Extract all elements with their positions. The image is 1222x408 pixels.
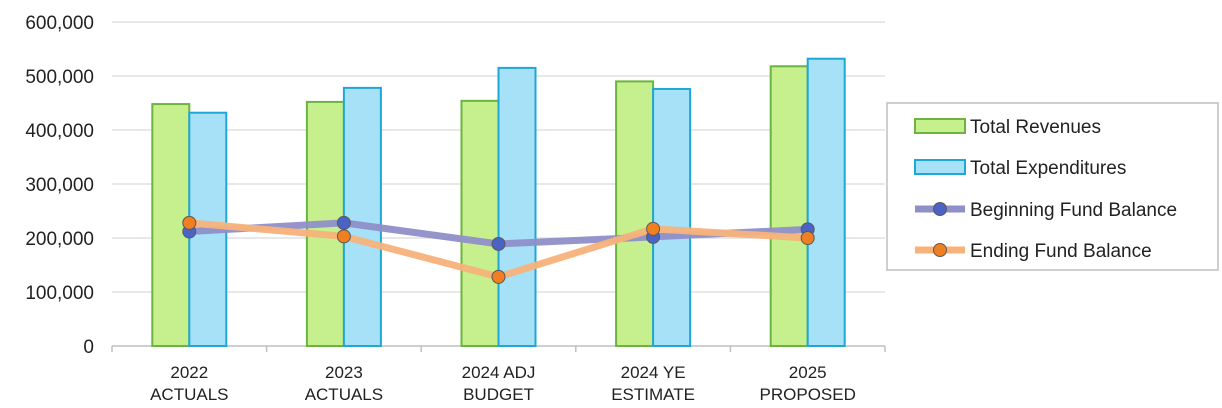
x-category-label-line: PROPOSED [760, 385, 856, 404]
x-category-label-line: 2024 YE [621, 363, 686, 382]
bar-total-expenditures [342, 86, 382, 347]
x-category-label-line: 2022 [170, 363, 208, 382]
legend-swatch-bar-total-expenditures [914, 159, 966, 175]
bars [151, 57, 846, 348]
x-category-label-line: ACTUALS [305, 385, 383, 404]
y-tick-label: 300,000 [25, 175, 94, 196]
x-category-label: 2024 ADJ BUDGET [462, 363, 536, 404]
legend-label: Total Expenditures [970, 158, 1126, 179]
bar-total-revenues [460, 99, 500, 347]
bar-total-expenditures [652, 87, 692, 348]
legend-swatch-marker-ending-fund-balance [933, 243, 947, 257]
marker-ending-fund-balance [646, 221, 661, 236]
bar-total-revenues [615, 80, 655, 348]
legend-swatch-bar-total-revenues [914, 118, 966, 134]
marker-ending-fund-balance [182, 215, 197, 230]
legend-swatch-marker-beginning-fund-balance [933, 202, 947, 216]
y-tick-label: 100,000 [25, 283, 94, 304]
bar-total-expenditures [806, 57, 846, 347]
bar-total-revenues [769, 65, 809, 347]
x-category-label-line: BUDGET [463, 385, 534, 404]
x-category-label-line: 2025 [789, 363, 827, 382]
x-category-label: 2025 PROPOSED [760, 363, 856, 404]
x-category-label-line: 2023 [325, 363, 363, 382]
bar-total-expenditures [497, 66, 537, 348]
x-category-label-line: ESTIMATE [611, 385, 695, 404]
y-tick-label: 400,000 [25, 121, 94, 142]
x-category-label-line: ACTUALS [150, 385, 228, 404]
y-tick-label: 600,000 [25, 13, 94, 34]
marker-beginning-fund-balance [336, 215, 351, 230]
x-category-label-line: 2024 ADJ [462, 363, 536, 382]
y-tick-label: 0 [83, 337, 94, 358]
x-category-label: 2023 ACTUALS [305, 363, 383, 404]
marker-ending-fund-balance [800, 231, 815, 245]
marker-beginning-fund-balance [491, 236, 506, 251]
marker-ending-fund-balance [336, 229, 351, 244]
marker-ending-fund-balance [491, 269, 506, 284]
x-category-label: 2024 YE ESTIMATE [611, 363, 695, 404]
x-category-label: 2022 ACTUALS [150, 363, 228, 404]
legend-label: Total Revenues [970, 117, 1101, 138]
legend-label: Ending Fund Balance [970, 241, 1152, 262]
legend: Total Revenues Total Expenditures Beginnin… [886, 102, 1219, 271]
legend-label: Beginning Fund Balance [970, 200, 1177, 221]
y-tick-label: 200,000 [25, 229, 94, 250]
y-tick-label: 500,000 [25, 67, 94, 88]
